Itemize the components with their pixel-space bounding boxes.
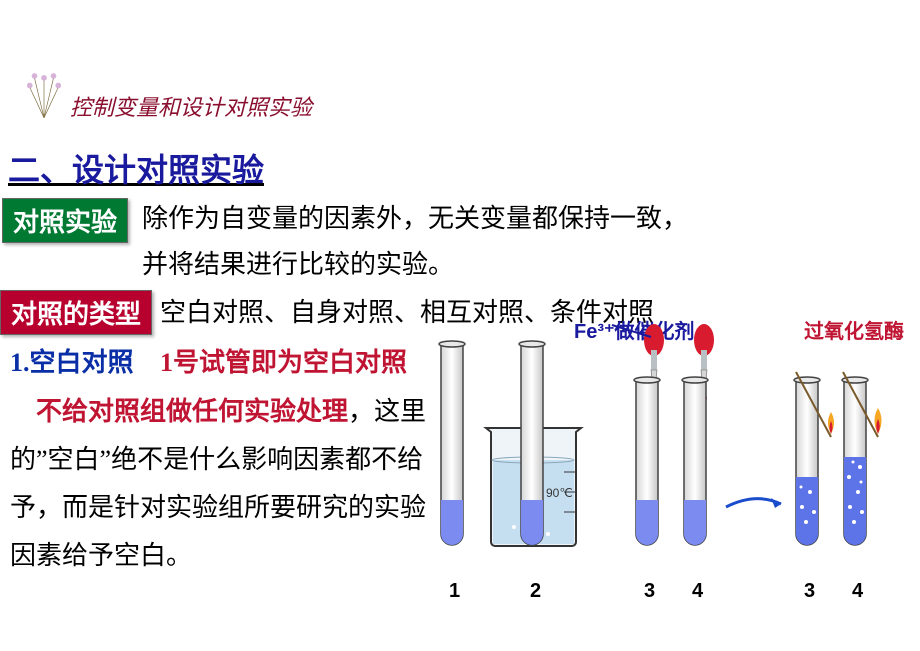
tube-num-2: 2 [530, 580, 541, 603]
test-tube-4-after [842, 372, 882, 547]
definition-line-2: 并将结果进行比较的实验。 [142, 242, 862, 288]
test-tube-4-before [682, 377, 708, 546]
breadcrumb: 控制变量和设计对照实验 [70, 90, 312, 122]
test-tube-1 [439, 341, 465, 546]
beaker-temp-label: 90℃ [546, 486, 573, 500]
section-title: 二、设计对照实验 [8, 145, 264, 191]
tube-num-4b: 4 [852, 580, 863, 603]
flame-icon [828, 412, 834, 434]
test-tube-3-before [634, 377, 660, 546]
flame-icon [875, 408, 882, 434]
arrow-icon [726, 498, 781, 508]
paragraph-body: 不给对照组做任何实验处理，这里的”空白”绝不是什么影响因素都不给予，而是针对实验… [10, 388, 430, 580]
experiment-diagram: 90℃ [436, 312, 916, 612]
tube-num-1: 1 [449, 580, 460, 603]
paragraph-lead: 不给对照组做任何实验处理 [36, 397, 348, 426]
header-decor-icon [25, 70, 63, 120]
breadcrumb-text: 控制变量和设计对照实验 [70, 95, 312, 120]
badge-control-experiment: 对照实验 [2, 198, 128, 243]
blank-control-sub: 1号试管即为空白对照 [160, 342, 407, 379]
definition-line-1: 除作为自变量的因素外，无关变量都保持一致， [142, 196, 862, 242]
blank-control-label: 1.空白对照 [10, 342, 134, 379]
badge-control-types: 对照的类型 [0, 290, 152, 335]
tube-num-3a: 3 [644, 580, 655, 603]
test-tube-3-after [794, 372, 834, 547]
tube-num-3b: 3 [804, 580, 815, 603]
test-tube-2 [519, 341, 545, 546]
tube-num-4a: 4 [692, 580, 703, 603]
